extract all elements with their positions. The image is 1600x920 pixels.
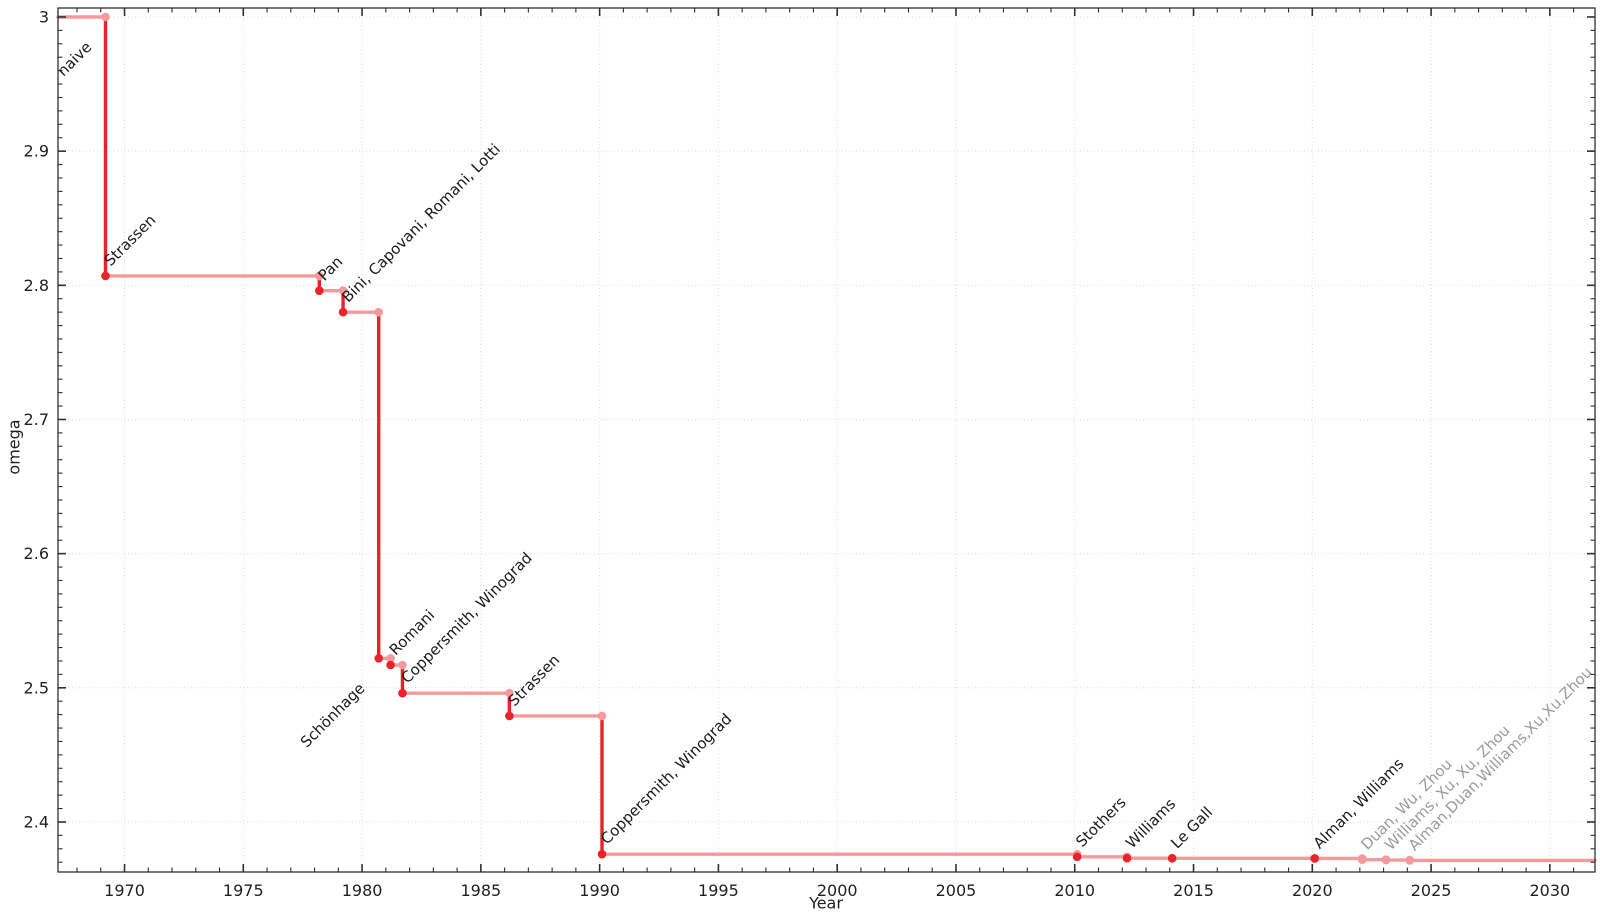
y-tick-label: 2.6 [24, 544, 49, 563]
y-tick-label: 2.8 [24, 276, 49, 295]
x-tick-label: 2015 [1173, 881, 1214, 900]
record-point [597, 849, 607, 859]
y-tick-label: 3 [39, 7, 49, 26]
point-label: Bini, Capovani, Romani, Lotti [338, 140, 504, 306]
superseded-point [398, 660, 407, 670]
superseded-point [338, 286, 348, 295]
superseded-point [597, 711, 607, 721]
record-point [374, 653, 384, 663]
point-label: Williams, Xu, Xu, Zhou [1381, 721, 1514, 854]
record-point [1072, 852, 1082, 862]
axes [57, 7, 1596, 873]
record-point [101, 271, 110, 281]
record-point [1122, 853, 1132, 863]
record-segments [56, 15, 1597, 863]
x-tick-label: 1985 [460, 881, 501, 900]
y-tick-label: 2.4 [24, 812, 49, 831]
x-tick-label: 1995 [698, 881, 739, 900]
record-point [338, 307, 348, 317]
record-point [1310, 854, 1319, 863]
x-tick-label: 2000 [817, 881, 858, 900]
x-tick-label: 1980 [342, 881, 383, 900]
superseded-point [374, 307, 384, 317]
record-point [398, 688, 407, 698]
point-label: Coppersmith, Winograd [597, 710, 735, 848]
point-label: Schönhage [297, 679, 369, 751]
record-point [1381, 855, 1391, 865]
point-label: Strassen [101, 211, 160, 270]
x-axis-label: Year [809, 893, 843, 913]
y-tick-label: 2.5 [24, 678, 49, 697]
record-point [1357, 855, 1367, 864]
superseded-point [505, 688, 514, 698]
gridlines [58, 8, 1595, 872]
data-points [101, 12, 1415, 865]
record-point [315, 286, 324, 295]
plot-frame [57, 7, 1596, 873]
y-tick-label: 2.9 [24, 142, 49, 161]
x-tick-label: 2020 [1292, 881, 1333, 900]
record-point [386, 660, 395, 670]
record-point [505, 711, 514, 721]
y-axis-label: omega [4, 419, 24, 475]
superseded-point [101, 12, 110, 22]
point-label: Strassen [504, 651, 563, 710]
tick-labels: 1970 1975 1980 1985 1990 1995 2000 2005 2010 2015… [24, 7, 1571, 900]
x-tick-label: 1970 [104, 881, 145, 900]
superseded-point [315, 271, 324, 281]
x-tick-label: 1990 [579, 881, 620, 900]
x-tick-label: 2010 [1054, 881, 1095, 900]
point-label: Alman,Duan,Williams,Xu,Xu,Zhou [1405, 663, 1596, 854]
superseded-point [386, 653, 395, 663]
y-tick-label: 2.7 [24, 410, 49, 429]
x-tick-label: 2030 [1530, 881, 1571, 900]
record-point [1405, 856, 1415, 865]
x-tick-label: 2025 [1411, 881, 1452, 900]
x-tick-label: 1975 [223, 881, 264, 900]
x-tick-label: 2005 [936, 881, 977, 900]
record-point [1167, 854, 1177, 863]
